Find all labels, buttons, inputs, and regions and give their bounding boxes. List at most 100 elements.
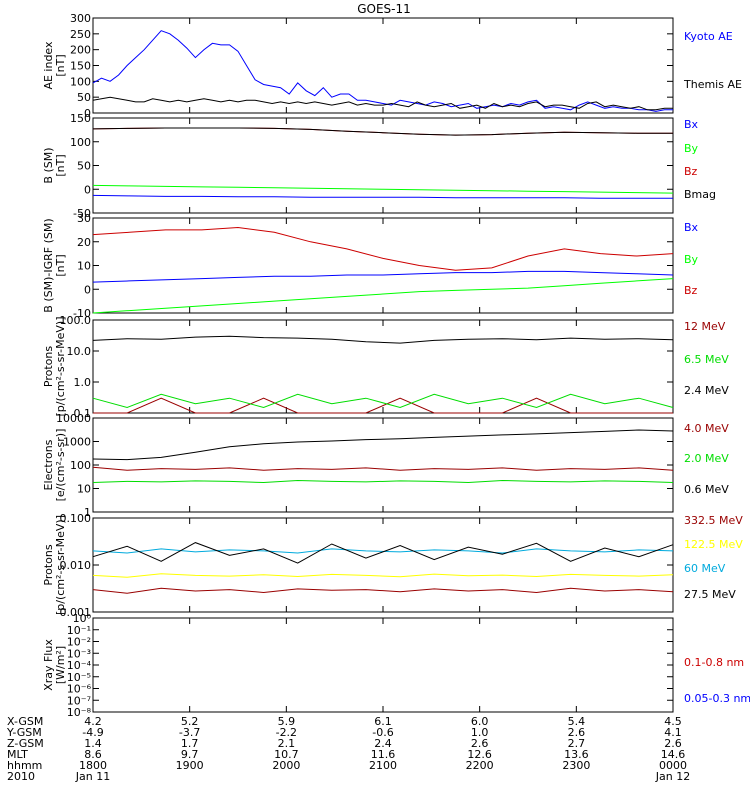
y-tick-label: 10 (77, 260, 91, 273)
bottom-row-label: MLT (7, 748, 28, 761)
legend-label: Bz (684, 284, 698, 297)
panel-frame (92, 517, 674, 613)
bottom-row-value: Jan 12 (655, 770, 690, 783)
y-tick-label: 10⁻² (67, 636, 91, 649)
y-axis-label: Protons (42, 346, 55, 387)
y-axis-label: [W/m²] (54, 646, 67, 684)
y-tick-label: 0 (84, 183, 91, 196)
bottom-row-value: 14.6 (661, 748, 686, 761)
legend-label: 6.5 MeV (684, 353, 729, 366)
series-line-0-6-mev (92, 429, 674, 461)
y-tick-label: 10.0 (67, 345, 92, 358)
series-line-2-0-mev (92, 479, 674, 484)
legend-label: Kyoto AE (684, 30, 733, 43)
y-tick-label: 1 (84, 506, 91, 519)
y-tick-label: 10⁰ (73, 612, 92, 625)
y-tick-label: 0 (84, 283, 91, 296)
bottom-row-value: 11.6 (371, 748, 396, 761)
bottom-row-value: 2.7 (568, 737, 586, 750)
y-axis-label: Protons (42, 544, 55, 585)
y-tick-label: 10 (77, 483, 91, 496)
series-line-themis-ae (92, 96, 673, 111)
bottom-row-label: 2010 (7, 770, 35, 783)
series-line-2-4-mev (92, 335, 674, 344)
y-tick-label: 10⁻⁶ (67, 683, 92, 696)
bottom-row-label: Z-GSM (7, 737, 44, 750)
legend-label: 0.6 MeV (684, 483, 729, 496)
bottom-row-value: 1.4 (84, 737, 102, 750)
bottom-row-value: 2100 (369, 759, 397, 772)
bottom-row-value: 1900 (176, 759, 204, 772)
y-axis-label: [p/(cm²-s-sr-MeV)] (54, 317, 67, 417)
y-axis-label: [nT] (54, 154, 67, 176)
y-tick-label: 0.010 (60, 559, 92, 572)
series-line-by (92, 278, 674, 314)
y-tick-label: 1.0 (74, 376, 92, 389)
y-tick-label: 0.001 (60, 606, 92, 619)
bottom-row-value: 5.4 (568, 715, 586, 728)
series-line-12-mev (93, 397, 673, 414)
series-line-27-5-mev (92, 542, 674, 564)
series-line-bx (92, 270, 674, 283)
bottom-row-value: 13.6 (564, 748, 589, 761)
y-tick-label: 0.100 (60, 512, 92, 525)
bottom-row-value: -2.2 (276, 726, 297, 739)
bottom-row-value: 6.0 (471, 715, 489, 728)
bottom-row-value: 2.6 (568, 726, 586, 739)
legend-label: 12 MeV (684, 320, 726, 333)
series-line-4-0-mev (92, 466, 674, 471)
bottom-row-value: 0000 (659, 759, 687, 772)
series-line-6-5-mev (92, 393, 674, 409)
bottom-row-value: 2300 (562, 759, 590, 772)
y-tick-label: -50 (73, 207, 91, 220)
y-tick-label: 10⁻⁵ (67, 671, 91, 684)
y-tick-label: 0 (84, 107, 91, 120)
legend-label: 0.05-0.3 nm (684, 692, 750, 705)
panel-3: 30 20 10 0 -10 B (SM)-IGRF (SM) [nT] Bx By Bz (42, 212, 699, 320)
series-line-332-5-mev (92, 587, 674, 594)
bottom-row-value: 9.7 (181, 748, 199, 761)
bottom-row-value: 1800 (79, 759, 107, 772)
y-axis-label: [e/(cm²-s-sr)] (54, 429, 67, 502)
y-tick-label: 10⁻⁴ (67, 659, 92, 672)
y-tick-label: 300 (70, 12, 91, 25)
bottom-row-value: -0.6 (372, 726, 393, 739)
y-tick-label: 30 (77, 212, 91, 225)
y-axis-label: [nT] (54, 254, 67, 276)
bottom-row-value: 2.4 (374, 737, 392, 750)
bottom-axis-table: X-GSM 4.2 5.2 5.9 6.1 6.0 5.4 4.5 Y-GSM -4.9 -3.7 -… (6, 715, 690, 783)
legend-label: By (684, 142, 699, 155)
y-tick-label: 10000 (56, 412, 91, 425)
series-line-by (92, 184, 674, 194)
legend-label: Bz (684, 165, 698, 178)
bottom-row-value: 2200 (466, 759, 494, 772)
legend-label: 60 MeV (684, 562, 726, 575)
legend-label: Themis AE (683, 78, 742, 91)
legend-label: 2.0 MeV (684, 452, 729, 465)
bottom-row-value: 2.1 (278, 737, 296, 750)
y-tick-label: 100 (70, 75, 91, 88)
y-axis-label: Xray Flux (42, 639, 55, 691)
panel-1: 300 250 200 150 100 50 0 AE index [nT] Kyoto AE Th… (42, 12, 742, 120)
legend-label: 0.1-0.8 nm (684, 656, 744, 669)
y-axis-label: B (SM) (42, 147, 55, 183)
y-tick-label: 150 (70, 112, 91, 125)
legend-label: By (684, 253, 699, 266)
series-line-bmag (92, 127, 673, 136)
bottom-row-label: X-GSM (7, 715, 43, 728)
series-line-bz (92, 226, 674, 271)
legend-label: 122.5 MeV (684, 538, 743, 551)
bottom-row-label: Y-GSM (6, 726, 42, 739)
legend-label: 332.5 MeV (684, 514, 743, 527)
series-line-bx (92, 194, 673, 199)
panel-frame (92, 17, 674, 114)
bottom-row-value: 12.6 (467, 748, 492, 761)
y-tick-label: 1000 (63, 436, 91, 449)
bottom-row-value: 5.9 (278, 715, 296, 728)
legend-label: Bx (684, 118, 699, 131)
panel-6: 0.100 0.010 0.001 Protons [p/(cm²-s-sr-MeV)]… (42, 512, 743, 619)
bottom-row-value: 8.6 (84, 748, 102, 761)
y-tick-label: 200 (70, 44, 91, 57)
